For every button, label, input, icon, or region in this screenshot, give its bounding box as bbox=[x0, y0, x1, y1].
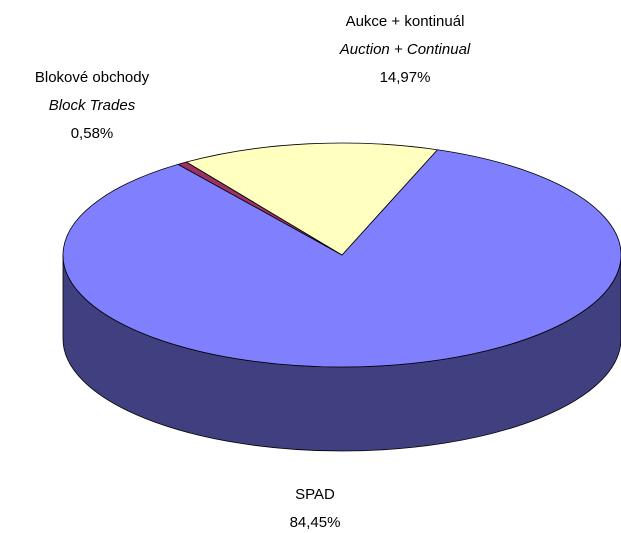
category-label: SPAD bbox=[295, 486, 335, 503]
value-label: 14,97% bbox=[380, 69, 431, 86]
category-label: Blokové obchody bbox=[35, 69, 150, 86]
slice bbox=[186, 142, 438, 256]
value-label: 84,45% bbox=[290, 514, 341, 531]
slice bbox=[62, 149, 621, 368]
category-label-en: Auction + Continual bbox=[339, 41, 471, 58]
category-label-en: Block Trades bbox=[49, 97, 136, 114]
value-label: 0,58% bbox=[71, 125, 114, 142]
category-label: Aukce + kontinuál bbox=[346, 13, 465, 30]
